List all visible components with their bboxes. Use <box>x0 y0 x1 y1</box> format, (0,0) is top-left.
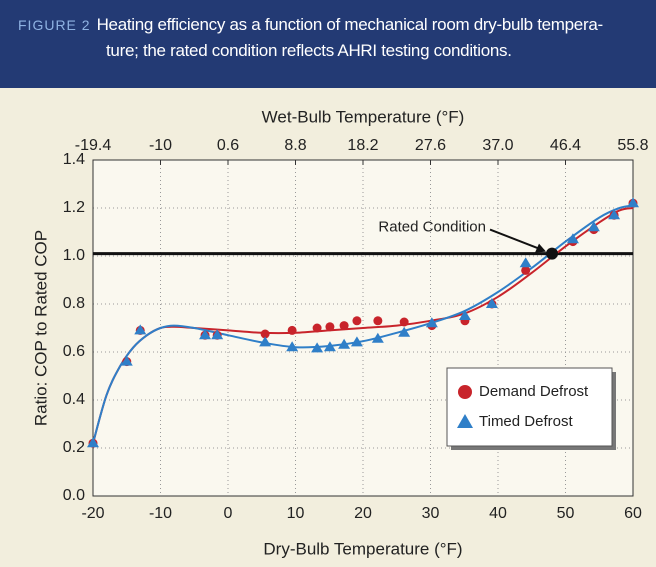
y-tick-label: 0.6 <box>63 343 85 360</box>
data-point <box>199 329 212 340</box>
top-tick-label: 55.8 <box>617 137 648 154</box>
caption-line: FIGURE 2 Heating efficiency as a function… <box>18 12 638 38</box>
x-tick-label: 10 <box>287 505 305 522</box>
figure-label: FIGURE 2 <box>18 17 91 33</box>
annotation-label: Rated Condition <box>378 219 486 236</box>
data-point <box>134 324 147 335</box>
chart: Wet-Bulb Temperature (°F) Dry-Bulb Tempe… <box>31 107 648 558</box>
x-tick-label: 30 <box>422 505 440 522</box>
data-point <box>312 323 322 333</box>
data-point <box>325 322 335 332</box>
x-tick-label: -20 <box>81 505 104 522</box>
data-point <box>211 329 224 340</box>
data-point <box>458 310 471 320</box>
figure-header: FIGURE 2 Heating efficiency as a function… <box>0 0 656 88</box>
legend-label: Demand Defrost <box>479 383 589 400</box>
data-point <box>521 265 531 275</box>
legend-marker <box>458 385 472 399</box>
x-tick-label: 20 <box>354 505 372 522</box>
annotation-arrowhead <box>535 243 546 253</box>
data-point <box>350 336 363 347</box>
data-point <box>399 317 409 327</box>
x-tick-label: 40 <box>489 505 507 522</box>
data-point <box>323 341 336 352</box>
data-point <box>287 325 297 335</box>
data-point <box>566 233 579 244</box>
data-point <box>425 317 438 328</box>
x-tick-label: -10 <box>149 505 172 522</box>
top-tick-label: -19.4 <box>75 137 112 154</box>
legend-label: Timed Defrost <box>479 413 573 430</box>
legend-box <box>446 367 613 447</box>
legend-marker <box>457 414 473 428</box>
top-axis-title: Wet-Bulb Temperature (°F) <box>262 107 465 126</box>
y-tick-label: 1.0 <box>63 247 85 264</box>
top-tick-label: -10 <box>149 137 172 154</box>
caption-text: Heating efficiency as a function of mech… <box>96 15 604 34</box>
data-point <box>373 316 383 326</box>
y-tick-label: 1.4 <box>63 151 85 168</box>
y-tick-label: 0.8 <box>63 295 85 312</box>
x-axis-title: Dry-Bulb Temperature (°F) <box>263 539 462 558</box>
data-point <box>87 437 99 448</box>
x-tick-label: 0 <box>224 505 233 522</box>
data-point <box>519 257 532 268</box>
data-point <box>311 342 324 353</box>
data-point <box>120 355 133 366</box>
x-tick-label: 50 <box>557 505 575 522</box>
data-point <box>485 298 498 308</box>
top-tick-label: 27.6 <box>415 137 446 154</box>
top-tick-label: 46.4 <box>550 137 581 154</box>
top-tick-label: 0.6 <box>217 137 239 154</box>
rated-point <box>546 247 558 260</box>
data-point <box>259 336 272 347</box>
data-point <box>627 197 639 208</box>
y-tick-label: 0.0 <box>63 487 85 504</box>
data-point <box>587 221 600 232</box>
data-point <box>371 332 384 343</box>
data-point <box>260 329 270 339</box>
top-tick-label: 18.2 <box>347 137 378 154</box>
y-tick-label: 0.2 <box>63 439 85 456</box>
data-point <box>286 341 299 352</box>
data-point <box>608 209 621 220</box>
top-tick-label: 37.0 <box>482 137 513 154</box>
data-point <box>398 326 411 337</box>
plot-frame <box>92 159 634 497</box>
top-tick-label: 8.8 <box>284 137 306 154</box>
x-tick-label: 60 <box>624 505 642 522</box>
y-tick-label: 0.4 <box>63 391 85 408</box>
y-tick-label: 1.2 <box>63 199 85 216</box>
annotation-arrow <box>489 228 545 252</box>
data-point <box>338 338 351 349</box>
data-point <box>339 321 349 331</box>
y-axis-title: Ratio: COP to Rated COP <box>31 230 50 426</box>
data-point <box>352 316 362 326</box>
caption-line: ture; the rated condition reflects AHRI … <box>106 41 512 60</box>
